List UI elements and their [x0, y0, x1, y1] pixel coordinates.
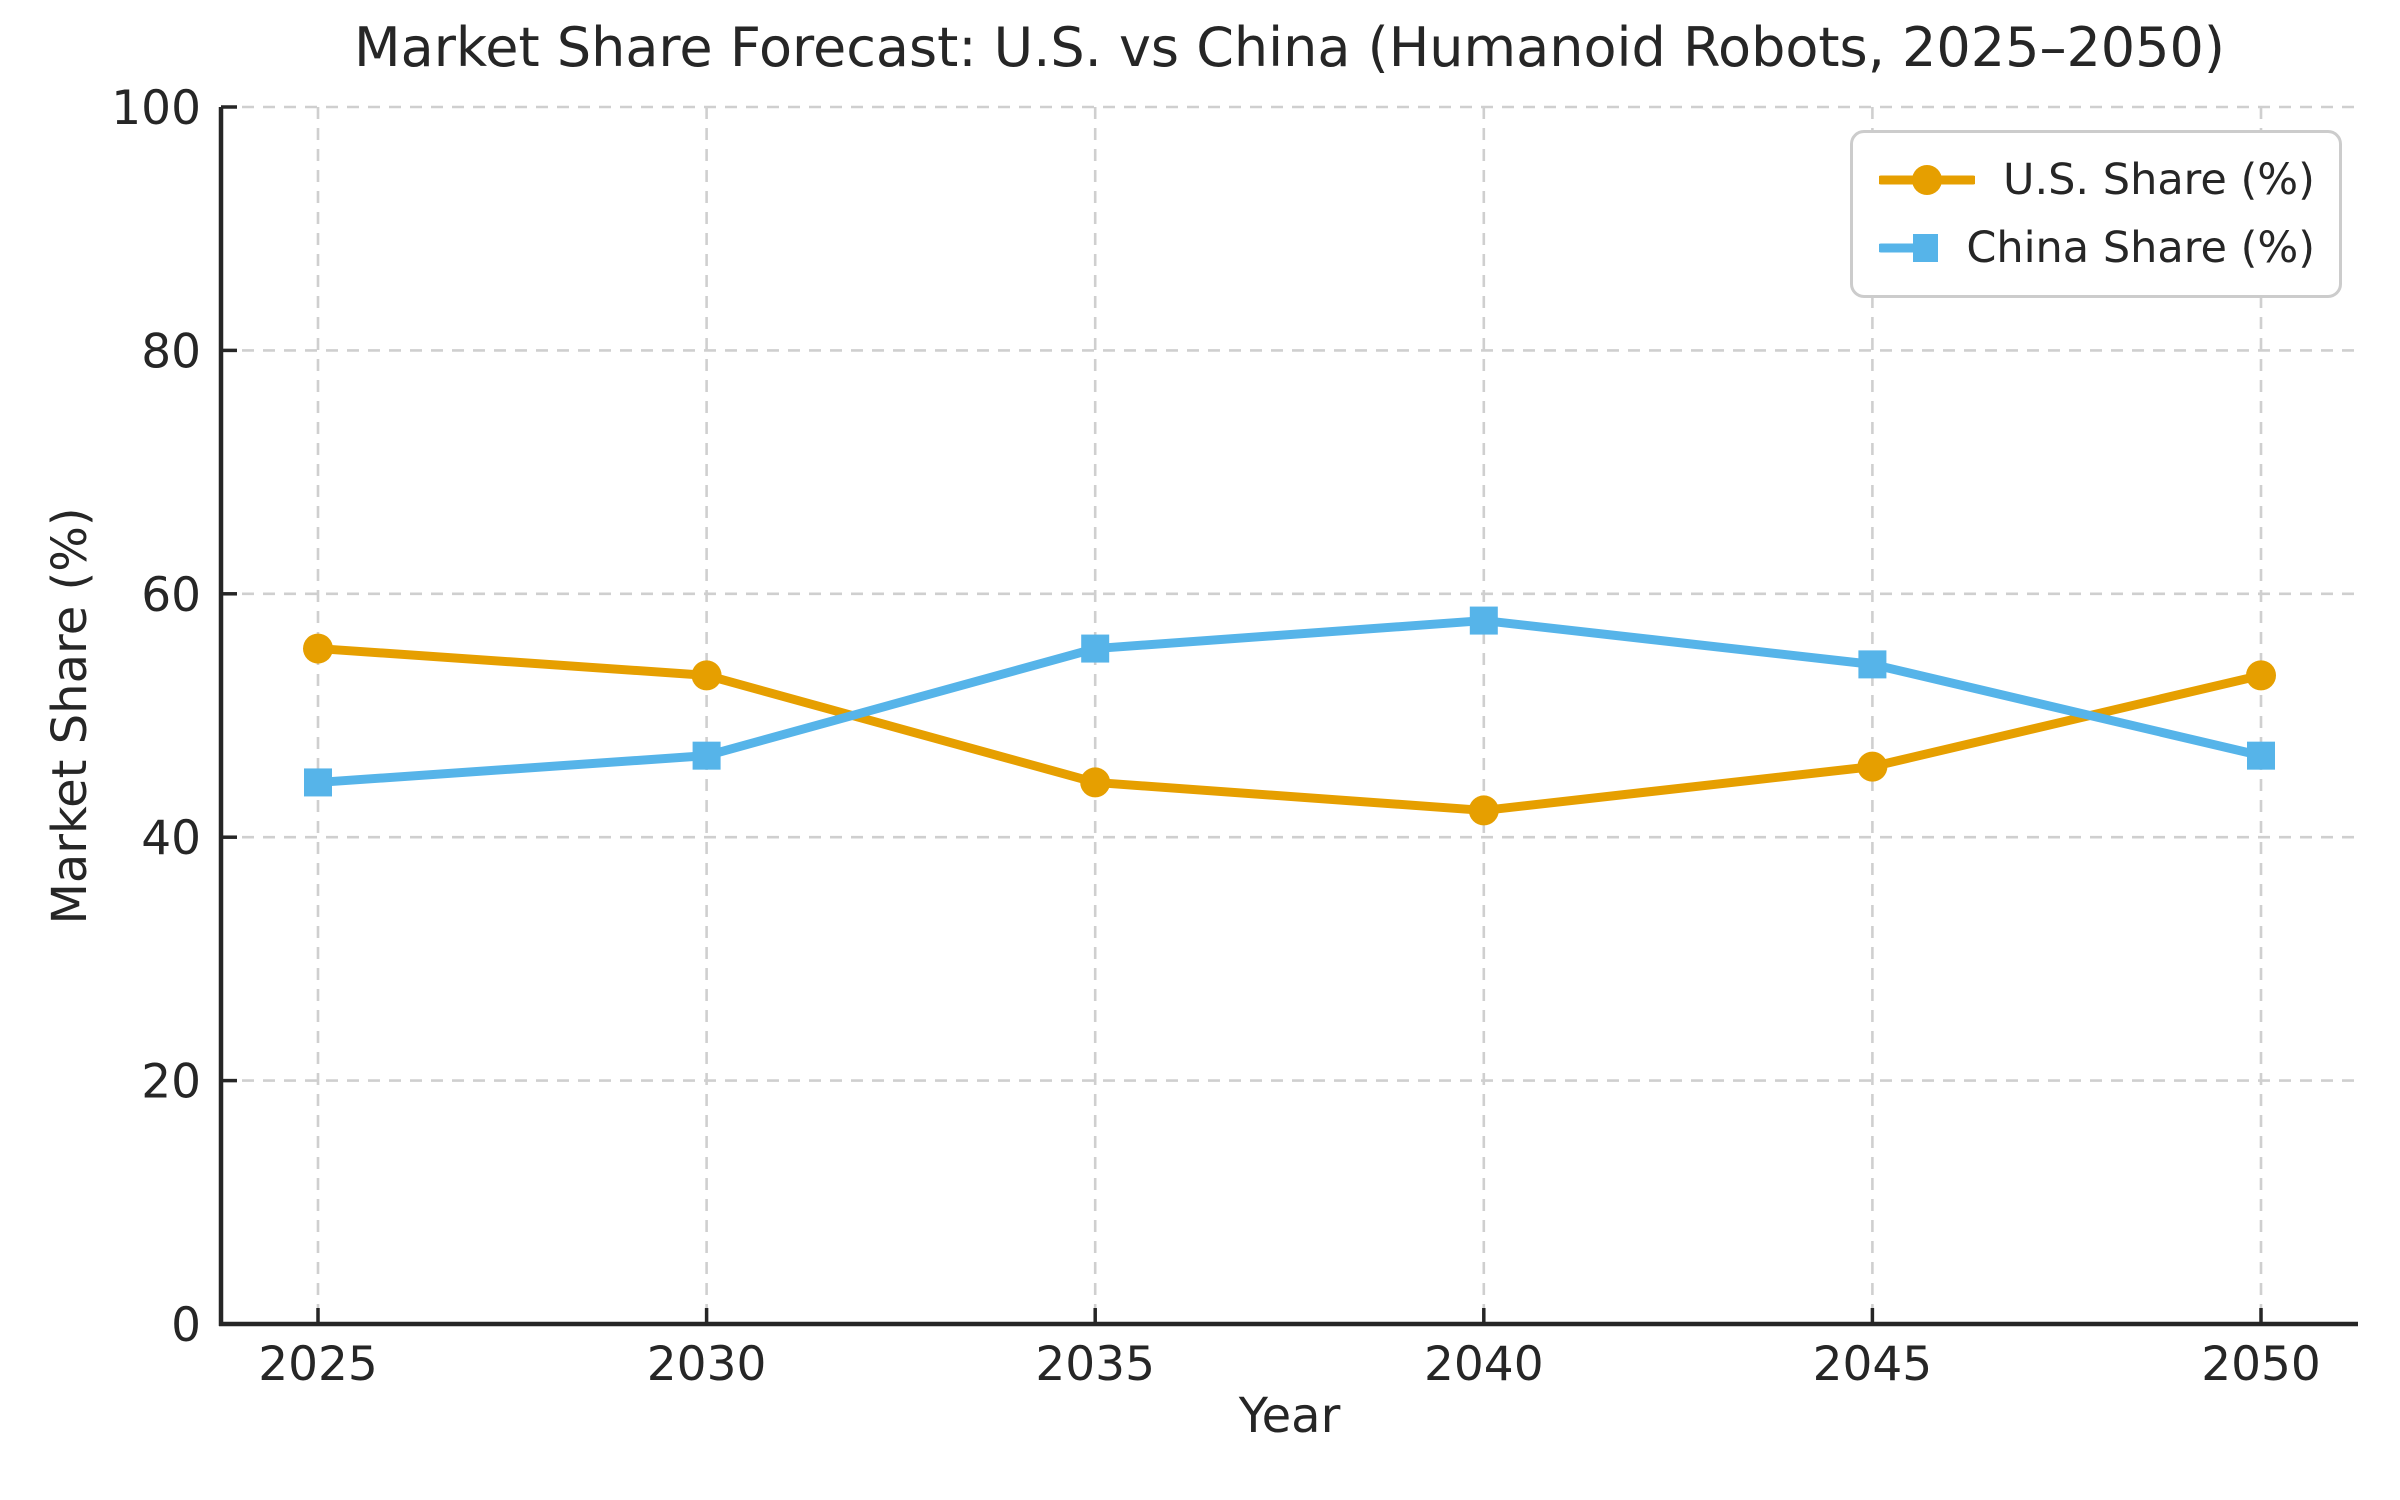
- y-tick-label: 60: [141, 568, 201, 623]
- series-line-china: [313, 616, 2266, 787]
- data-point-china-2035: [1081, 634, 1110, 663]
- legend-item-label: China Share (%): [1966, 223, 2315, 273]
- y-tick-label: 100: [111, 81, 201, 136]
- y-tick-label: 80: [141, 324, 201, 379]
- x-axis-label: Year: [1238, 1388, 1341, 1444]
- x-tick-label: 2025: [258, 1337, 378, 1392]
- y-tick-label: 20: [141, 1055, 201, 1110]
- data-point-china-2030: [692, 741, 721, 770]
- data-point-china-2050: [2247, 741, 2275, 770]
- y-tick-label: 40: [141, 811, 201, 866]
- legend-item: China Share (%): [1879, 219, 2315, 277]
- legend-marker-square-icon: [1879, 234, 1939, 262]
- y-axis-label: Market Share (%): [42, 507, 98, 925]
- x-tick-label: 2035: [1035, 1337, 1155, 1392]
- data-point-china-2040: [1469, 606, 1498, 635]
- legend: U.S. Share (%) China Share (%): [1850, 130, 2342, 298]
- data-point-china-2025: [304, 768, 332, 797]
- x-tick-label: 2030: [647, 1337, 767, 1392]
- data-point-us-2035: [1080, 767, 1111, 798]
- legend-item: U.S. Share (%): [1879, 151, 2315, 209]
- data-point-china-2045: [1858, 650, 1887, 679]
- legend-marker-circle-icon: [1879, 165, 1975, 195]
- x-tick-label: 2050: [2201, 1337, 2321, 1392]
- y-tick-label: 0: [171, 1298, 201, 1353]
- x-tick-label: 2045: [1813, 1337, 1933, 1392]
- data-point-us-2030: [691, 660, 722, 691]
- data-point-us-2045: [1857, 751, 1888, 782]
- chart-title: Market Share Forecast: U.S. vs China (Hu…: [354, 16, 2225, 79]
- data-point-us-2040: [1468, 795, 1499, 826]
- x-tick-label: 2040: [1424, 1337, 1544, 1392]
- data-point-us-2025: [303, 633, 333, 664]
- data-point-us-2050: [2246, 660, 2276, 691]
- legend-item-label: U.S. Share (%): [2003, 155, 2315, 205]
- series-line-us: [313, 644, 2266, 815]
